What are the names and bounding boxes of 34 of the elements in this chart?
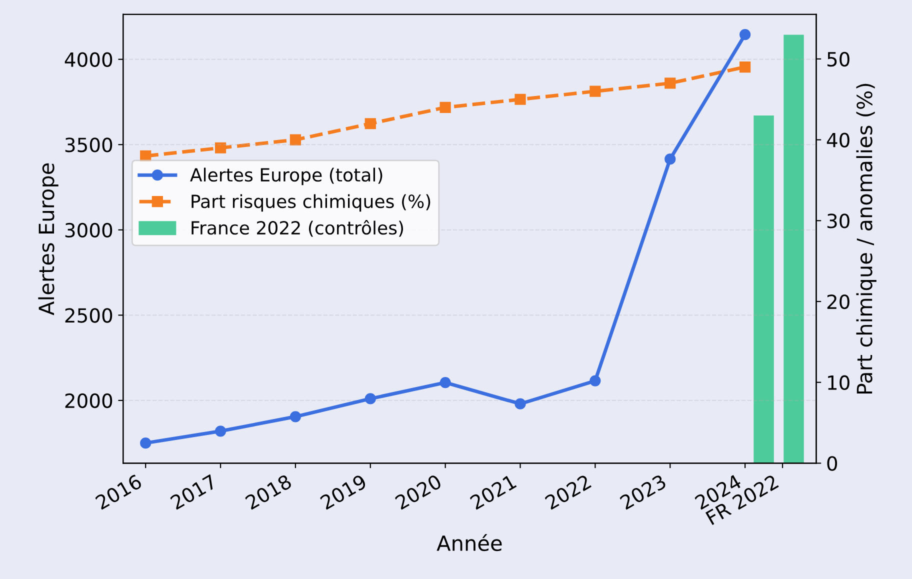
y2-tick-label: 20	[827, 294, 850, 310]
point	[440, 376, 451, 388]
point	[664, 78, 676, 89]
y-tick-label: 2500	[65, 308, 112, 323]
y2-tick-label: 40	[826, 132, 850, 148]
legend-label: Part risques chimiques (%)	[192, 194, 430, 212]
y2-tick-label: 0	[827, 456, 838, 471]
point	[740, 29, 751, 40]
point	[514, 94, 526, 105]
y-axis-title: Alertes Europe	[38, 163, 58, 316]
y2-tick-label: 30	[827, 214, 850, 228]
y-tick-label: 3500	[65, 138, 112, 152]
point	[514, 398, 526, 410]
point	[364, 393, 376, 404]
point	[590, 86, 601, 97]
y-tick-label: 3000	[65, 222, 112, 238]
y2-axis-title: Part chimique / anomalies (%)	[856, 84, 876, 394]
point	[214, 426, 226, 437]
point	[664, 154, 676, 165]
point	[140, 438, 152, 449]
point	[214, 142, 226, 154]
x-axis-title: Année	[436, 534, 502, 552]
y-tick-label: 2000	[65, 393, 112, 408]
y2-tick-label: 10	[828, 375, 850, 390]
legend-label: France 2022 (contrôles)	[192, 220, 404, 237]
point	[740, 61, 751, 73]
point	[364, 118, 376, 130]
point	[440, 102, 451, 114]
point	[290, 134, 302, 146]
y-tick-label: 4000	[64, 52, 112, 67]
legend-label: Alertes Europe (total)	[190, 168, 382, 186]
y2-tick-label: 50	[827, 52, 850, 67]
point	[590, 375, 601, 386]
point	[290, 411, 302, 422]
